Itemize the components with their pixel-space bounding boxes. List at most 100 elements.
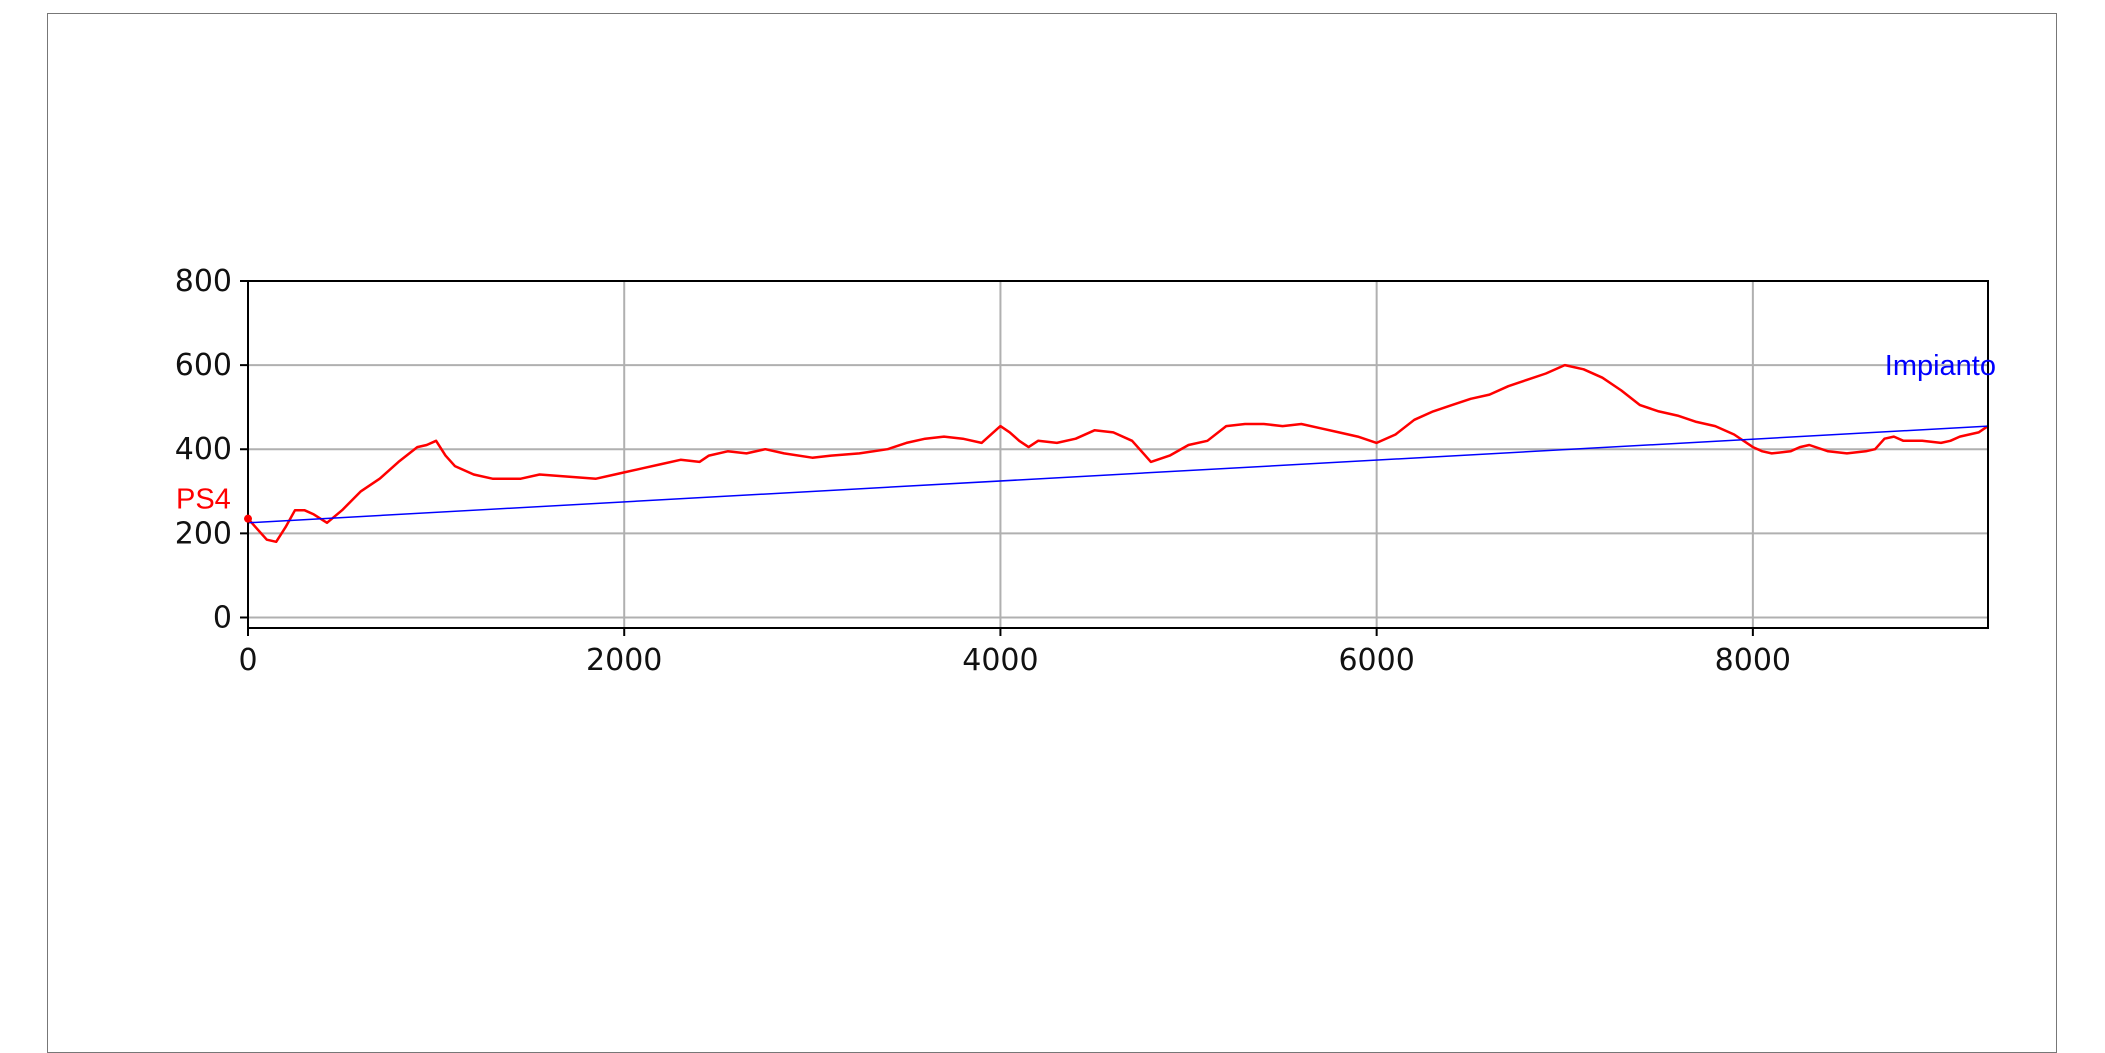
profile-point — [886, 448, 889, 451]
profile-point — [1921, 440, 1923, 442]
y-tick-label: 600 — [175, 348, 232, 383]
profile-point — [1056, 442, 1058, 444]
x-tick-label: 4000 — [962, 643, 1038, 678]
profile-point — [858, 452, 861, 455]
profile-point — [726, 450, 729, 453]
profile-point — [1168, 454, 1171, 457]
profile-point — [698, 461, 701, 463]
series-layer — [247, 363, 1989, 544]
profile-point — [1977, 431, 1980, 434]
profile-point — [1206, 440, 1209, 442]
profile-point — [1037, 440, 1039, 442]
profile-point — [1413, 419, 1416, 421]
profile-point — [1639, 404, 1641, 406]
profile-point — [313, 513, 315, 516]
profile-point — [1300, 423, 1303, 425]
profile-point — [1545, 372, 1547, 375]
profile-point — [1864, 450, 1867, 453]
profile-point — [1432, 410, 1434, 413]
grid-lines — [247, 280, 1988, 628]
profile-point — [1874, 448, 1876, 451]
profile-point — [1752, 446, 1754, 448]
profile-point — [1526, 379, 1528, 381]
profile-point — [294, 509, 296, 512]
profile-point — [566, 475, 569, 478]
profile-point — [1357, 435, 1359, 438]
profile-point — [444, 454, 447, 457]
profile-point — [1319, 427, 1322, 430]
y-tick-label: 0 — [213, 600, 232, 635]
profile-point — [943, 435, 945, 438]
profile-point — [642, 467, 644, 469]
elevation-profile-line — [247, 363, 1989, 544]
profile-point — [1620, 389, 1622, 392]
profile-point — [1940, 442, 1942, 444]
ps4-point-marker — [244, 514, 252, 523]
profile-point — [980, 442, 983, 444]
profile-point — [1714, 425, 1717, 427]
profile-point — [360, 490, 362, 493]
profile-point — [256, 528, 259, 530]
profile-point — [425, 444, 428, 446]
profile-point — [454, 465, 456, 467]
annotations: PS4 Impianto — [176, 350, 1996, 523]
profile-point — [1658, 410, 1660, 413]
profile-point — [1827, 450, 1829, 453]
profile-point — [999, 425, 1002, 427]
profile-point — [783, 452, 785, 455]
profile-point — [905, 442, 908, 444]
impianto-label: Impianto — [1885, 350, 1996, 382]
profile-point — [1883, 437, 1886, 440]
profile-point — [1507, 385, 1510, 387]
profile-point — [924, 437, 926, 440]
profile-point — [1009, 431, 1011, 434]
profile-point — [745, 452, 748, 455]
profile-point — [491, 477, 494, 480]
profile-point — [1582, 368, 1585, 371]
profile-point — [1150, 461, 1152, 463]
profile-point — [538, 473, 541, 476]
axis-ticks: 0 2000 4000 6000 8000 0 200 400 600 800 — [175, 264, 1791, 678]
profile-point — [962, 437, 964, 440]
profile-point — [378, 477, 381, 480]
y-tick-label: 800 — [175, 264, 232, 299]
profile-point — [435, 440, 437, 442]
profile-point — [679, 458, 682, 461]
profile-point — [1131, 440, 1133, 442]
profile-point — [284, 526, 287, 528]
profile-point — [1902, 440, 1905, 442]
profile-point — [614, 473, 616, 476]
profile-point — [811, 456, 814, 459]
profile-point — [519, 477, 522, 480]
profile-point — [1338, 431, 1340, 434]
x-tick-label: 0 — [238, 643, 257, 678]
profile-point — [1488, 393, 1491, 396]
profile-point — [1244, 423, 1246, 425]
profile-point — [1799, 446, 1801, 448]
profile-point — [1949, 440, 1952, 442]
profile-point — [1027, 446, 1030, 448]
profile-point — [416, 446, 419, 448]
profile-point — [1187, 444, 1190, 446]
profile-point — [595, 477, 597, 480]
profile-point — [764, 448, 767, 451]
x-tick-label: 2000 — [586, 643, 662, 678]
profile-point — [623, 471, 626, 474]
profile-point — [1958, 435, 1961, 438]
profile-point — [1563, 364, 1566, 366]
profile-point — [1695, 421, 1698, 423]
profile-point — [1789, 450, 1792, 453]
profile-point — [266, 538, 268, 541]
profile-point — [1375, 442, 1378, 444]
profile-point — [472, 473, 475, 476]
profile-point — [661, 463, 663, 465]
plot-area-frame — [247, 280, 1989, 629]
profile-point — [1893, 435, 1895, 438]
profile-point — [1808, 444, 1811, 446]
x-tick-label: 6000 — [1338, 643, 1414, 678]
y-tick-label: 200 — [175, 516, 232, 551]
profile-point — [1225, 425, 1227, 427]
x-tick-label: 8000 — [1715, 643, 1791, 678]
profile-point — [1281, 425, 1284, 427]
profile-point — [1601, 376, 1604, 379]
